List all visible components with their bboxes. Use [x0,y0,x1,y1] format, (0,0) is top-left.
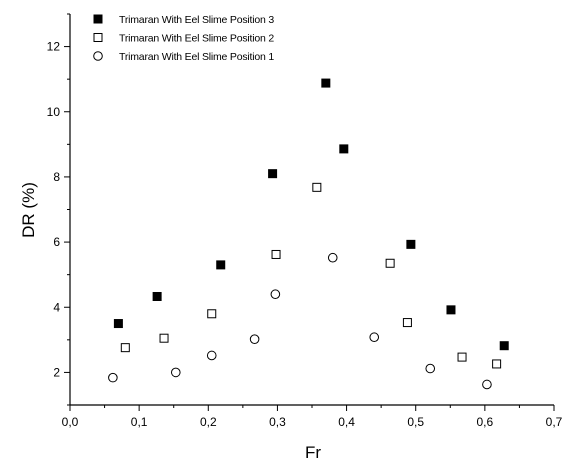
data-point [120,343,130,353]
legend-label: Trimaran With Eel Slime Position 1 [119,51,274,63]
axis-ticks: 0,0 0,1 0,2 0,3 0,4 0,5 0,6 0,7 2 4 6 8 10 12 [47,13,563,429]
legend-item: Trimaran With Eel Slime Position 1 [93,51,275,63]
x-tick-label: 0,2 [200,415,217,429]
data-point [406,239,416,249]
x-tick-label: 0,3 [269,415,286,429]
y-axis-title: DR (%) [19,182,38,238]
data-point [402,318,412,328]
data-point [170,367,181,378]
x-tick-label: 0,7 [546,415,563,429]
data-point [268,169,278,179]
data-point [446,305,456,315]
data-point [339,144,349,154]
data-point [385,258,395,268]
data-point [152,291,162,301]
series-2 [120,182,502,369]
data-point [159,333,169,343]
data-points [108,78,509,390]
series-1 [113,78,509,351]
x-tick-label: 0,1 [131,415,148,429]
y-tick-label: 2 [53,365,60,379]
data-point [369,332,380,343]
data-point [457,352,467,362]
data-point [425,363,436,374]
legend-item: Trimaran With Eel Slime Position 2 [93,33,275,45]
legend-marker [93,33,103,42]
data-point [492,359,502,369]
data-point [207,309,217,319]
y-tick-label: 6 [53,235,60,249]
y-tick-label: 8 [53,170,60,184]
data-point [216,260,226,270]
x-tick-label: 0,6 [477,415,494,429]
legend-label: Trimaran With Eel Slime Position 2 [119,33,274,45]
y-tick-label: 12 [47,40,61,54]
x-tick-label: 0,5 [407,415,424,429]
data-point [327,252,338,263]
legend-marker [93,14,103,24]
data-point [482,379,492,390]
x-axis-title: Fr [305,443,321,462]
y-tick-label: 4 [53,300,60,314]
data-point [321,78,331,88]
data-point [270,289,281,300]
series-3 [108,252,492,390]
y-tick-label: 10 [47,105,61,119]
legend-marker [93,51,103,61]
x-tick-label: 0,0 [62,415,79,429]
x-tick-label: 0,4 [338,415,355,429]
data-point [108,372,118,383]
data-point [271,249,281,259]
legend-label: Trimaran With Eel Slime Position 3 [119,14,274,26]
data-point [249,334,260,344]
legend-item: Trimaran With Eel Slime Position 3 [93,14,275,26]
legend: Trimaran With Eel Slime Position 3 Trimar… [93,14,275,63]
data-point [312,182,322,192]
data-point [206,350,217,361]
data-point [499,341,509,351]
axes [69,14,554,406]
data-point [113,319,123,329]
